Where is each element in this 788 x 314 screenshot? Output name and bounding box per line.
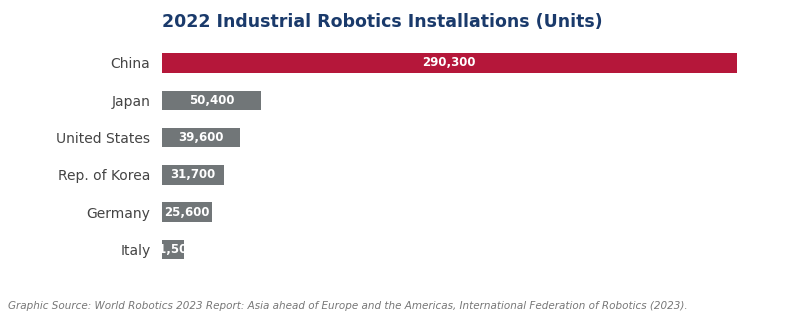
Text: Graphic Source: World Robotics 2023 Report: Asia ahead of Europe and the America: Graphic Source: World Robotics 2023 Repo… (8, 301, 687, 311)
Bar (162, 128, 240, 147)
Text: 290,300: 290,300 (422, 57, 476, 69)
Bar (162, 165, 225, 185)
Bar (162, 53, 737, 73)
Text: 11,500: 11,500 (151, 243, 195, 256)
Text: 2022 Industrial Robotics Installations (Units): 2022 Industrial Robotics Installations (… (162, 13, 602, 30)
Bar (162, 90, 262, 110)
Text: 39,600: 39,600 (178, 131, 224, 144)
Text: 50,400: 50,400 (189, 94, 234, 107)
Bar (162, 240, 184, 259)
Text: 31,700: 31,700 (170, 168, 216, 181)
Bar (162, 203, 212, 222)
Text: 25,600: 25,600 (164, 206, 210, 219)
